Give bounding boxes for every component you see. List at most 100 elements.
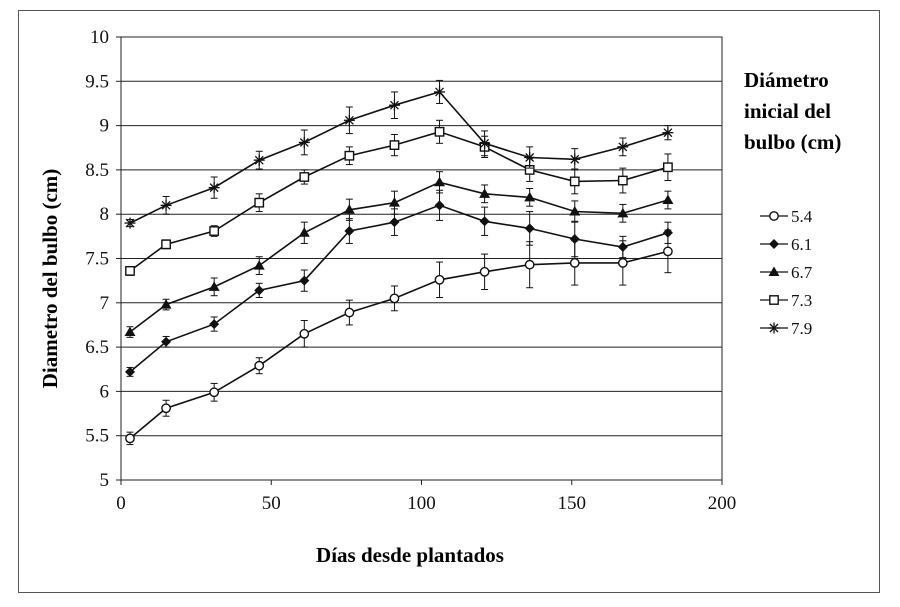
x-tick-label: 100 bbox=[407, 493, 436, 514]
data-point bbox=[617, 241, 628, 252]
data-point bbox=[388, 99, 400, 111]
data-point bbox=[125, 433, 135, 444]
y-tick-label: 5.5 bbox=[85, 426, 109, 447]
data-point bbox=[434, 200, 445, 211]
y-tick-label: 6.5 bbox=[85, 337, 109, 358]
data-point bbox=[161, 239, 171, 250]
data-point bbox=[209, 226, 220, 236]
data-point bbox=[569, 258, 580, 268]
data-point bbox=[569, 153, 581, 165]
y-tick-label: 9.5 bbox=[85, 71, 109, 92]
data-point bbox=[479, 188, 491, 198]
legend-title: Diámetro inicial del bulbo (cm) bbox=[744, 68, 841, 154]
series-line bbox=[129, 181, 669, 333]
x-axis-ticks: 0 50 100 150 200 bbox=[116, 480, 736, 514]
data-point bbox=[617, 175, 628, 186]
chart-frame bbox=[18, 10, 880, 593]
legend-item-7.9: 7.9 bbox=[760, 319, 812, 338]
y-tick-label: 9 bbox=[100, 116, 110, 137]
legend-marker bbox=[769, 239, 779, 249]
data-point bbox=[254, 197, 265, 208]
gridlines bbox=[121, 36, 722, 481]
data-point bbox=[298, 227, 310, 237]
data-series bbox=[124, 79, 674, 446]
data-point bbox=[161, 336, 172, 347]
series-6.7 bbox=[124, 171, 674, 338]
data-point bbox=[343, 114, 355, 126]
data-point bbox=[124, 326, 136, 337]
data-point bbox=[388, 197, 400, 207]
data-point bbox=[344, 150, 355, 161]
legend-item-6.7: 6.7 bbox=[760, 263, 813, 282]
data-point bbox=[434, 86, 446, 98]
data-point bbox=[343, 204, 355, 214]
x-tick-label: 150 bbox=[558, 493, 587, 514]
data-point bbox=[662, 127, 674, 139]
series-7.3 bbox=[125, 119, 673, 276]
data-point bbox=[389, 293, 400, 304]
data-point bbox=[161, 403, 171, 414]
data-point bbox=[524, 223, 535, 234]
data-point bbox=[479, 216, 490, 227]
data-point bbox=[299, 172, 310, 182]
data-point bbox=[617, 141, 629, 153]
data-point bbox=[434, 176, 446, 187]
x-tick-label: 0 bbox=[116, 493, 126, 514]
y-axis-title: Diametro del bulbo (cm) bbox=[38, 169, 62, 389]
legend-label: 6.1 bbox=[791, 235, 812, 254]
y-axis-ticks: 5 5.5 6 6.5 7 7.5 8 8.5 9 9.5 10 bbox=[85, 27, 121, 491]
legend-label: 6.7 bbox=[791, 263, 813, 282]
data-point bbox=[160, 299, 172, 309]
data-point bbox=[208, 281, 220, 291]
data-point bbox=[125, 366, 136, 377]
data-point bbox=[344, 307, 355, 318]
data-point bbox=[479, 266, 490, 277]
legend-label: 7.3 bbox=[791, 291, 812, 310]
data-point bbox=[524, 191, 536, 202]
legend-item-5.4: 5.4 bbox=[760, 207, 813, 226]
x-tick-label: 50 bbox=[262, 493, 281, 514]
data-point bbox=[125, 266, 135, 276]
data-point bbox=[209, 387, 220, 398]
data-point bbox=[569, 176, 580, 187]
data-point bbox=[434, 274, 445, 285]
legend-marker bbox=[769, 295, 779, 305]
y-tick-label: 5 bbox=[100, 470, 110, 491]
legend-label: 5.4 bbox=[791, 207, 813, 226]
data-point bbox=[124, 217, 136, 229]
x-axis-title: Días desde plantados bbox=[316, 543, 504, 567]
y-tick-label: 7 bbox=[100, 293, 110, 314]
data-point bbox=[663, 246, 673, 257]
data-point bbox=[254, 360, 265, 371]
legend-marker bbox=[768, 266, 780, 276]
series-7.9 bbox=[124, 79, 674, 229]
y-tick-label: 7.5 bbox=[85, 249, 109, 270]
data-point bbox=[569, 234, 580, 245]
data-point bbox=[254, 285, 265, 296]
data-point bbox=[617, 207, 629, 218]
data-point bbox=[663, 162, 673, 173]
x-tick-label: 200 bbox=[708, 493, 737, 514]
legend-label: 7.9 bbox=[791, 319, 812, 338]
data-point bbox=[569, 206, 581, 216]
data-point bbox=[389, 140, 400, 150]
data-point bbox=[209, 319, 220, 330]
data-point bbox=[298, 136, 310, 148]
y-tick-label: 6 bbox=[100, 381, 110, 402]
legend-marker bbox=[768, 322, 780, 334]
y-tick-label: 8.5 bbox=[85, 160, 109, 181]
legend-title-line: bulbo (cm) bbox=[744, 130, 841, 154]
series-5.4 bbox=[125, 229, 673, 446]
legend-item-7.3: 7.3 bbox=[760, 291, 812, 310]
data-point bbox=[344, 226, 355, 237]
legend-title-line: inicial del bbox=[744, 99, 831, 123]
data-point bbox=[662, 194, 674, 205]
legend-item-6.1: 6.1 bbox=[760, 235, 812, 254]
series-6.1 bbox=[125, 189, 673, 377]
data-point bbox=[299, 275, 310, 286]
data-point bbox=[389, 217, 400, 228]
data-point bbox=[434, 126, 445, 137]
y-tick-label: 8 bbox=[100, 204, 110, 225]
data-point bbox=[617, 258, 628, 268]
data-point bbox=[662, 227, 673, 238]
